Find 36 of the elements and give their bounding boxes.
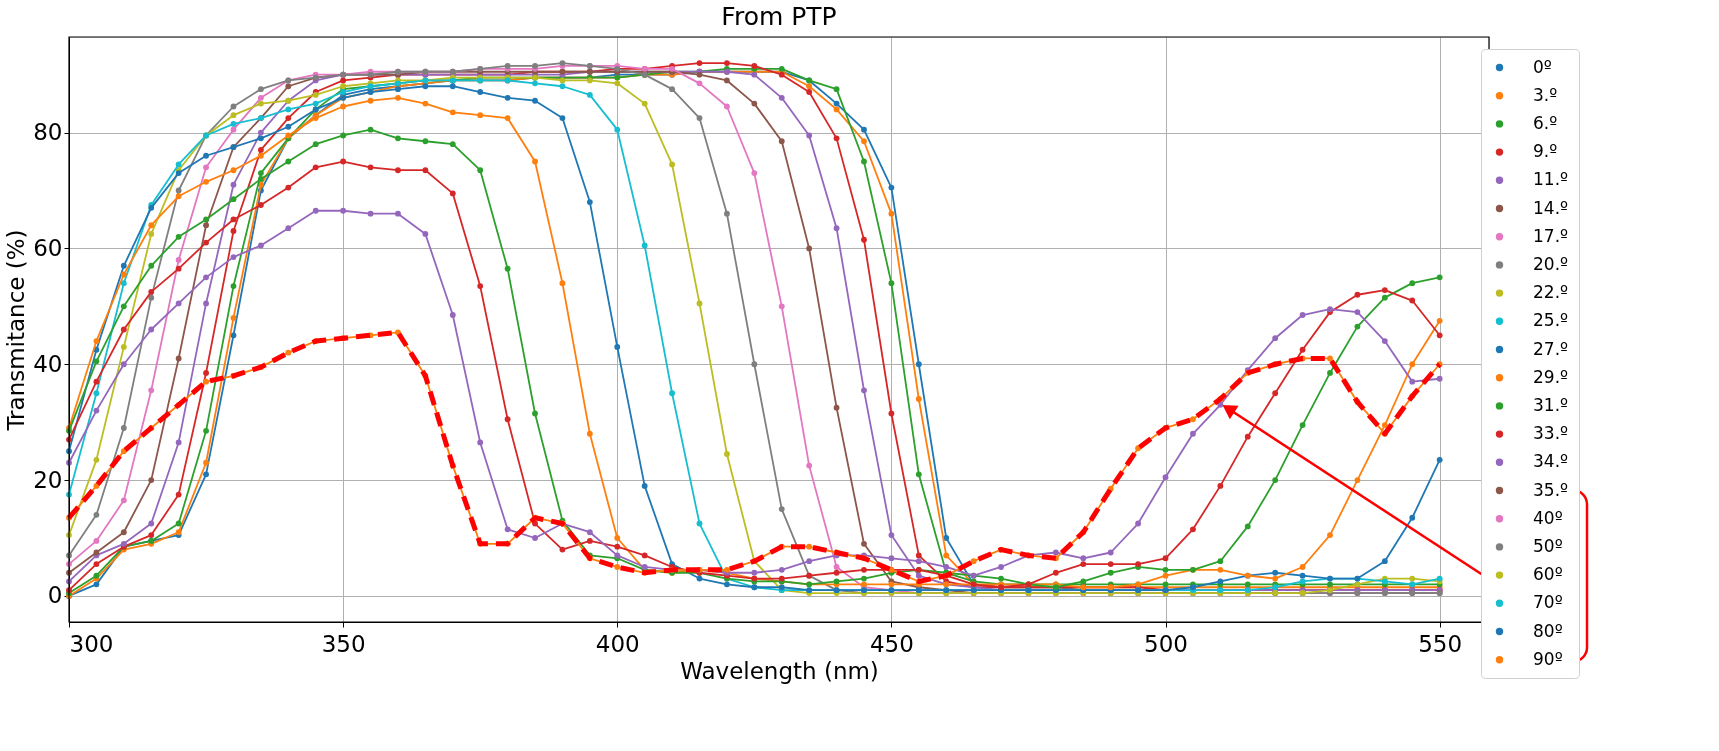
legend-label: 25.º <box>1533 310 1569 331</box>
x-tick-label: 550 <box>1418 630 1463 657</box>
x-tick-label: 350 <box>321 630 366 657</box>
legend-label: 90º <box>1533 648 1563 669</box>
legend-label: 50º <box>1533 535 1563 556</box>
x-tick-label: 400 <box>595 630 640 657</box>
x-axis-title: Wavelength (nm) <box>680 657 879 684</box>
legend-label: 34.º <box>1533 451 1569 472</box>
legend-label: 3.º <box>1533 84 1558 105</box>
legend-label: 0º <box>1533 56 1552 77</box>
legend-label: 33.º <box>1533 423 1569 444</box>
legend-label: 35.º <box>1533 479 1569 500</box>
y-tick-label: 80 <box>33 119 63 146</box>
legend-label: 20.º <box>1533 253 1569 274</box>
legend-label: 27.º <box>1533 338 1569 359</box>
legend-label: 70º <box>1533 592 1563 613</box>
legend-label: 60º <box>1533 564 1563 585</box>
legend-label: 17.º <box>1533 225 1569 246</box>
legend-label: 6.º <box>1533 112 1558 133</box>
y-tick-label: 0 <box>47 582 63 609</box>
legend-label: 31.º <box>1533 394 1569 415</box>
y-tick-label: 20 <box>33 466 63 493</box>
x-tick-label: 450 <box>869 630 914 657</box>
y-tick-label: 40 <box>33 350 63 377</box>
legend-label: 22.º <box>1533 282 1569 303</box>
legend-label: 40º <box>1533 507 1563 528</box>
legend-label: 14.º <box>1533 197 1569 218</box>
legend-label: 80º <box>1533 620 1563 641</box>
y-tick-label: 60 <box>33 234 63 261</box>
legend-label: 11.º <box>1533 169 1569 190</box>
legend-label: 29.º <box>1533 366 1569 387</box>
x-tick-label: 300 <box>69 630 114 657</box>
y-axis-title: Transmitance (%) <box>3 229 30 432</box>
chart-title: From PTP <box>721 2 837 32</box>
legend-label: 9.º <box>1533 141 1558 162</box>
x-tick-label: 500 <box>1144 630 1188 657</box>
